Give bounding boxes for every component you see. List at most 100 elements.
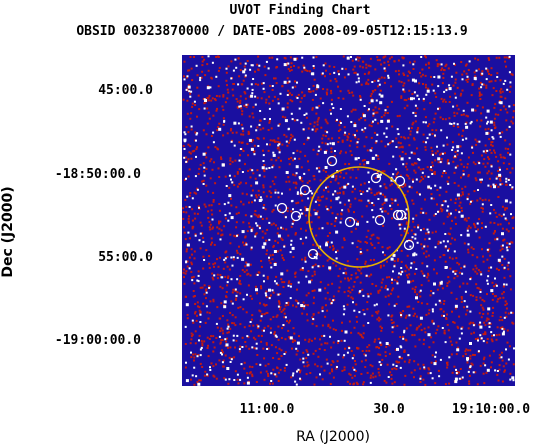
noise-pixel	[414, 233, 417, 236]
noise-pixel	[302, 357, 305, 360]
noise-pixel	[507, 312, 510, 315]
noise-pixel	[321, 378, 324, 381]
noise-pixel	[506, 329, 509, 332]
noise-pixel	[260, 340, 263, 343]
noise-pixel	[508, 71, 511, 74]
noise-pixel	[453, 114, 456, 117]
noise-pixel	[322, 265, 325, 268]
noise-pixel	[508, 242, 511, 245]
noise-pixel	[415, 178, 418, 181]
noise-pixel	[321, 227, 324, 230]
noise-pixel	[489, 254, 492, 257]
noise-pixel	[512, 227, 515, 230]
noise-pixel	[190, 356, 193, 359]
noise-pixel	[486, 172, 489, 175]
noise-pixel	[455, 223, 457, 225]
noise-pixel	[505, 228, 508, 231]
chart-title: UVOT Finding Chart	[230, 3, 371, 18]
noise-pixel	[369, 364, 372, 367]
noise-pixel	[211, 241, 213, 244]
noise-pixel	[432, 121, 435, 124]
noise-pixel	[355, 81, 358, 84]
noise-pixel	[454, 304, 458, 308]
noise-pixel	[263, 164, 266, 166]
noise-pixel	[393, 367, 396, 370]
noise-pixel	[505, 315, 508, 318]
noise-pixel	[354, 227, 357, 230]
noise-pixel	[283, 353, 286, 355]
noise-pixel	[478, 91, 481, 94]
noise-pixel	[480, 74, 483, 76]
noise-pixel	[378, 374, 381, 377]
noise-pixel	[312, 65, 315, 67]
noise-pixel	[190, 125, 193, 128]
noise-pixel	[202, 267, 205, 270]
noise-pixel	[244, 163, 246, 166]
noise-pixel	[327, 190, 330, 193]
noise-pixel	[251, 297, 253, 300]
noise-pixel	[230, 60, 233, 63]
noise-pixel	[371, 209, 374, 212]
noise-pixel	[452, 270, 455, 273]
noise-pixel	[250, 64, 253, 67]
noise-pixel	[321, 141, 324, 144]
noise-pixel	[504, 207, 507, 210]
noise-pixel	[259, 363, 262, 366]
noise-pixel	[417, 224, 420, 227]
noise-pixel	[207, 216, 210, 219]
noise-pixel	[271, 56, 274, 59]
noise-pixel	[295, 181, 297, 184]
noise-pixel	[202, 240, 205, 243]
noise-pixel	[335, 175, 338, 178]
noise-pixel	[228, 186, 231, 189]
noise-pixel	[361, 350, 364, 352]
noise-pixel	[398, 146, 401, 149]
noise-pixel	[341, 329, 343, 332]
noise-pixel	[208, 94, 211, 97]
noise-pixel	[491, 94, 494, 97]
noise-pixel	[352, 366, 354, 369]
noise-pixel	[384, 186, 387, 189]
noise-pixel	[391, 140, 394, 143]
noise-pixel	[183, 276, 185, 279]
noise-pixel	[259, 196, 262, 199]
noise-pixel	[477, 287, 480, 290]
noise-pixel	[489, 212, 492, 215]
noise-pixel	[356, 258, 359, 261]
noise-pixel	[409, 61, 412, 64]
noise-pixel	[482, 313, 485, 315]
noise-pixel	[483, 356, 486, 359]
noise-pixel	[376, 346, 379, 348]
noise-pixel	[408, 273, 411, 276]
noise-pixel	[395, 137, 398, 140]
noise-pixel	[304, 206, 307, 209]
noise-pixel	[468, 380, 471, 383]
noise-pixel	[265, 60, 268, 63]
noise-pixel	[228, 268, 231, 271]
noise-pixel	[287, 62, 290, 65]
noise-pixel	[207, 55, 210, 58]
noise-pixel	[291, 222, 294, 225]
noise-pixel	[445, 190, 448, 193]
noise-pixel	[431, 161, 434, 164]
noise-pixel	[445, 89, 448, 92]
noise-pixel	[214, 99, 217, 102]
noise-pixel	[296, 370, 298, 373]
noise-pixel	[482, 308, 485, 311]
noise-pixel	[477, 339, 479, 342]
noise-pixel	[490, 338, 493, 341]
noise-pixel	[419, 377, 422, 380]
noise-pixel	[386, 112, 389, 114]
noise-pixel	[374, 141, 377, 144]
noise-pixel	[474, 338, 477, 340]
noise-pixel	[271, 85, 274, 87]
noise-pixel	[310, 339, 313, 342]
noise-pixel	[428, 66, 431, 69]
noise-pixel	[489, 322, 492, 325]
noise-pixel	[441, 208, 444, 211]
noise-pixel	[357, 138, 360, 141]
noise-pixel	[467, 174, 470, 176]
noise-pixel	[342, 305, 345, 308]
noise-pixel	[490, 164, 493, 167]
noise-pixel	[414, 120, 417, 123]
